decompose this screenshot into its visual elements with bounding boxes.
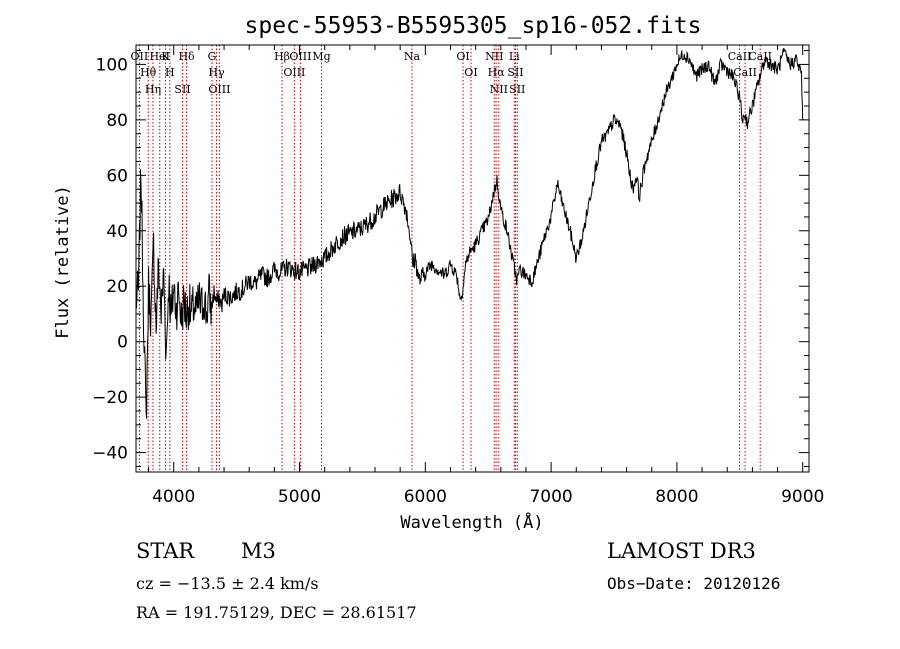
marker-label-19: Hα — [488, 66, 506, 79]
y-tick-label--20: −20 — [92, 388, 128, 408]
marker-label-12: OIII — [283, 66, 305, 79]
marker-label-10: OIII — [208, 83, 230, 96]
y-tick-label-60: 60 — [106, 166, 128, 186]
y-tick-label-80: 80 — [106, 111, 128, 131]
marker-label-18: NII — [485, 50, 503, 63]
marker-label-25: CaII — [733, 66, 757, 79]
x-axis-ticks: 4000 5000 6000 7000 8000 9000 — [148, 45, 824, 507]
marker-label-23: SII — [509, 83, 525, 96]
marker-label-17: OI — [464, 66, 477, 79]
marker-label-11: Hβ — [274, 50, 290, 63]
y-axis-ticks: −40 −20 0 20 40 60 80 100 — [92, 50, 809, 467]
marker-label-14: Mg — [312, 50, 330, 63]
x-tick-label-9000: 9000 — [781, 487, 824, 507]
marker-label-0: OII — [131, 50, 149, 63]
marker-label-26: CaII — [748, 50, 772, 63]
marker-label-2: Hη — [145, 83, 161, 96]
marker-label-22: SII — [507, 66, 523, 79]
object-class: STAR — [136, 539, 195, 563]
object-subclass: M3 — [241, 539, 276, 563]
x-axis-label: Wavelength (Å) — [400, 511, 543, 533]
y-tick-label-100: 100 — [96, 55, 128, 75]
marker-label-7: Hδ — [178, 50, 195, 63]
y-tick-label--40: −40 — [92, 444, 128, 464]
plot-frame — [135, 44, 810, 473]
y-axis-label: Flux (relative) — [53, 185, 73, 339]
flux-line — [135, 48, 804, 419]
marker-label-24: CaII — [728, 50, 752, 63]
survey-name: LAMOST DR3 — [607, 539, 756, 563]
marker-label-6: SII — [174, 83, 190, 96]
observation-date: Obs−Date: 20120126 — [607, 574, 781, 593]
x-tick-label-7000: 7000 — [529, 487, 572, 507]
flux-series — [135, 48, 804, 419]
marker-label-9: Hγ — [208, 66, 225, 79]
marker-label-8: G — [208, 50, 217, 63]
marker-label-16: OI — [456, 50, 469, 63]
x-tick-label-8000: 8000 — [655, 487, 698, 507]
y-tick-label-40: 40 — [106, 222, 128, 242]
marker-label-1: Hθ — [140, 66, 157, 79]
marker-label-5: H — [165, 66, 175, 79]
coordinates-readout: RA = 191.75129, DEC = 28.61517 — [136, 603, 417, 622]
y-tick-label-20: 20 — [106, 277, 128, 297]
x-tick-label-4000: 4000 — [152, 487, 195, 507]
chart-title: spec-55953-B5595305_sp16-052.fits — [245, 13, 702, 39]
y-tick-label-0: 0 — [117, 333, 128, 353]
redshift-readout: cz = −13.5 ± 2.4 km/s — [136, 574, 319, 593]
x-tick-label-6000: 6000 — [404, 487, 447, 507]
marker-label-15: Na — [404, 50, 421, 63]
marker-label-3: HeI — [150, 50, 170, 63]
marker-label-4: K — [161, 50, 170, 63]
marker-label-20: NII — [490, 83, 508, 96]
x-tick-label-5000: 5000 — [278, 487, 321, 507]
spectral-line-markers — [138, 45, 761, 472]
marker-label-21: Li — [509, 50, 520, 63]
marker-label-13: OIII — [289, 50, 311, 63]
